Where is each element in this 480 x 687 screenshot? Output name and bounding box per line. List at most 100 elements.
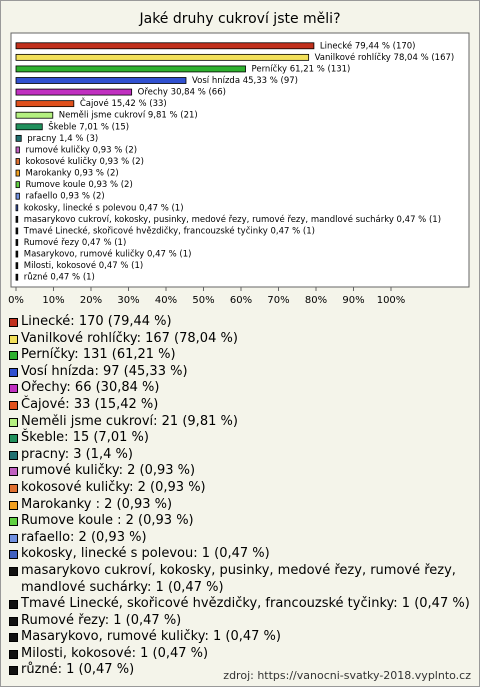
- legend-label: Milosti, kokosové: 1 (0,47 %): [21, 645, 209, 661]
- bar-label: Neměli jsme cukroví 9,81 % (21): [59, 111, 198, 121]
- bar-label: Škeble 7,01 % (15): [48, 120, 129, 132]
- legend-swatch: [9, 666, 18, 676]
- legend-swatch: [9, 600, 18, 610]
- bar: [15, 134, 22, 142]
- bar-label: Milosti, kokosové 0,47 % (1): [24, 260, 143, 271]
- bar-label: Marokanky 0,93 % (2): [25, 169, 118, 179]
- bar: [15, 169, 20, 177]
- bar-label: Ořechy 30,84 % (66): [138, 88, 226, 98]
- bar-label: Tmavé Linecké, skořicové hvězdičky, fran…: [23, 225, 315, 236]
- legend-swatch: [9, 334, 18, 344]
- legend-label: pracny: 3 (1,4 %): [21, 446, 133, 462]
- legend-label: Marokanky : 2 (0,93 %): [21, 496, 173, 512]
- legend-item: Masarykovo, rumové kuličky: 1 (0,47 %): [9, 629, 471, 646]
- legend-item: různé: 1 (0,47 %): [9, 662, 471, 679]
- legend-swatch: [9, 533, 18, 543]
- x-tick-label: 40%: [155, 295, 177, 306]
- legend-item: Vanilkové rohlíčky: 167 (78,04 %): [9, 331, 471, 348]
- x-tick-label: 50%: [192, 295, 214, 306]
- legend-item: rafaello: 2 (0,93 %): [9, 530, 471, 547]
- legend-swatch: [9, 616, 18, 626]
- bar-label: Rumové řezy 0,47 % (1): [24, 237, 127, 248]
- legend-swatch: [9, 367, 18, 377]
- bar: [15, 181, 20, 189]
- legend-item: Rumove koule : 2 (0,93 %): [9, 513, 471, 530]
- bar: [15, 100, 75, 108]
- legend-item: Milosti, kokosové: 1 (0,47 %): [9, 646, 471, 663]
- legend-label: rafaello: 2 (0,93 %): [21, 529, 147, 545]
- legend-swatch: [9, 400, 18, 410]
- legend-label: Neměli jsme cukroví: 21 (9,81 %): [21, 413, 238, 429]
- bar-label: masarykovo cukroví, kokosky, pusinky, me…: [24, 214, 441, 225]
- bar: [15, 239, 19, 246]
- legend-swatch: [9, 351, 18, 361]
- bar-label: Perníčky 61,21 % (131): [252, 63, 351, 74]
- legend-label: kokosové kuličky: 2 (0,93 %): [21, 479, 206, 495]
- legend-label: kokosky, linecké s polevou: 1 (0,47 %): [21, 546, 270, 562]
- bar-label: rumové kuličky 0,93 % (2): [25, 144, 137, 155]
- bar: [15, 158, 20, 165]
- bar-label: Vanilkové rohlíčky 78,04 % (167): [315, 52, 455, 63]
- legend-label: Škeble: 15 (7,01 %): [21, 430, 149, 446]
- bar: [15, 250, 19, 258]
- x-tick-label: 20%: [80, 295, 102, 306]
- bar-label: Vosí hnízda 45,33 % (97): [192, 76, 298, 86]
- bar: [15, 215, 19, 223]
- legend-item: Marokanky : 2 (0,93 %): [9, 497, 471, 514]
- x-tick-label: 90%: [342, 295, 364, 306]
- legend-label: Vanilkové rohlíčky: 167 (78,04 %): [21, 330, 238, 346]
- legend-swatch: [9, 550, 18, 560]
- legend-swatch: [9, 318, 18, 327]
- bar: [15, 123, 43, 131]
- legend-item: masarykovo cukroví, kokosky, pusinky, me…: [9, 563, 471, 596]
- legend-label: Tmavé Linecké, skořicové hvězdičky, fran…: [21, 596, 470, 612]
- bar-label: kokosové kuličky 0,93 % (2): [25, 156, 143, 167]
- source: zdroj: https://vanocni-svatky-2018.vypln…: [223, 669, 471, 682]
- bar: [15, 273, 19, 281]
- legend-label: Vosí hnízda: 97 (45,33 %): [21, 363, 188, 379]
- legend-item: Škeble: 15 (7,01 %): [9, 430, 471, 447]
- bar: [15, 192, 20, 200]
- legend-swatch: [9, 649, 18, 659]
- legend-swatch: [9, 450, 18, 460]
- bar-label: kokosky, linecké s polevou 0,47 % (1): [24, 202, 184, 213]
- legend-item: Perníčky: 131 (61,21 %): [9, 347, 471, 364]
- legend: Linecké: 170 (79,44 %) Vanilkové rohlíčky…: [9, 314, 471, 679]
- bar-label: Masarykovo, rumové kuličky 0,47 % (1): [24, 249, 192, 260]
- bar-label: Linecké 79,44 % (170): [320, 40, 416, 51]
- x-tick-label: 100%: [377, 295, 406, 306]
- legend-label: Linecké: 170 (79,44 %): [21, 314, 172, 329]
- bar: [15, 146, 20, 154]
- legend-swatch: [9, 384, 18, 394]
- x-tick-label: 0%: [8, 295, 24, 306]
- legend-swatch: [9, 500, 18, 510]
- legend-label: Ořechy: 66 (30,84 %): [21, 380, 160, 396]
- legend-label: masarykovo cukroví, kokosky, pusinky, me…: [21, 562, 456, 595]
- bar-label: pracny 1,4 % (3): [27, 134, 98, 144]
- bar-label: Čajové 15,42 % (33): [80, 97, 167, 109]
- chart: Jaké druhy cukroví jste měli? 0% 10% 20% 30…: [8, 11, 470, 306]
- legend-item: Neměli jsme cukroví: 21 (9,81 %): [9, 414, 471, 431]
- bar: [15, 77, 187, 84]
- legend-item: kokosové kuličky: 2 (0,93 %): [9, 480, 471, 497]
- bar: [15, 53, 310, 61]
- legend-label: Rumove koule : 2 (0,93 %): [21, 513, 194, 529]
- bar-label: Rumove koule 0,93 % (2): [25, 180, 132, 190]
- legend-swatch: [9, 566, 18, 576]
- x-tick-label: 70%: [267, 295, 289, 306]
- legend-item: pracny: 3 (1,4 %): [9, 447, 471, 464]
- x-tick-label: 60%: [230, 295, 252, 306]
- legend-label: Čajové: 33 (15,42 %): [21, 396, 159, 412]
- bar: [15, 262, 19, 270]
- legend-swatch: [9, 483, 18, 493]
- legend-item: Rumové řezy: 1 (0,47 %): [9, 613, 471, 630]
- legend-item: kokosky, linecké s polevou: 1 (0,47 %): [9, 546, 471, 563]
- legend-item: Linecké: 170 (79,44 %): [9, 314, 471, 331]
- bar-label: rafaello 0,93 % (2): [25, 192, 104, 202]
- bar: [15, 42, 315, 50]
- legend-swatch: [9, 517, 18, 527]
- bar: [15, 204, 19, 212]
- legend-swatch: [9, 633, 18, 643]
- legend-label: Masarykovo, rumové kuličky: 1 (0,47 %): [21, 629, 281, 645]
